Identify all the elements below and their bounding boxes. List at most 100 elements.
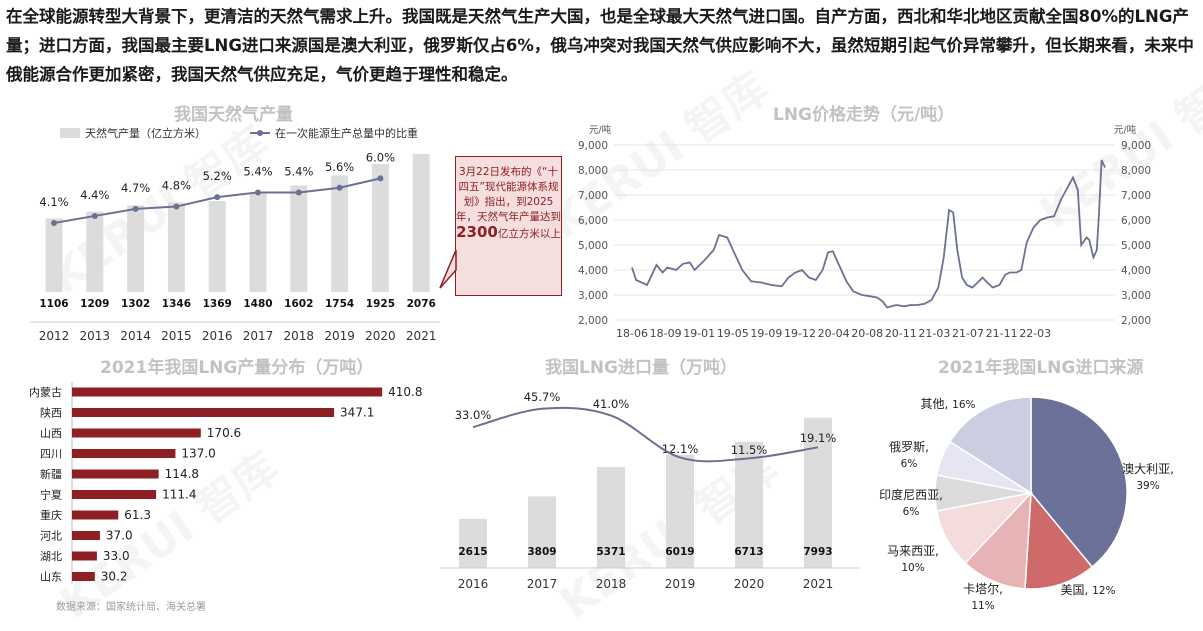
y2-tick-label: 3,000: [1121, 290, 1151, 302]
y2-tick-label: 7,000: [1121, 190, 1151, 202]
bar: [331, 175, 349, 292]
line-point: [51, 220, 57, 226]
x-tick-label: 19-01: [683, 327, 715, 340]
line-data-label: 19.1%: [800, 431, 837, 445]
callout-text-1: 3月22日发布的《“十四五”现代能源体系规划》指出，到2025年，天然气年产量达…: [456, 166, 561, 223]
bar: [597, 467, 625, 568]
line-point: [214, 194, 221, 201]
data-label: 1754: [325, 298, 354, 310]
bar: [459, 518, 487, 568]
data-label: 1346: [162, 298, 191, 310]
line-data-label: 11.5%: [731, 443, 768, 457]
data-label: 137.0: [181, 447, 215, 461]
data-label: 33.0: [103, 549, 130, 563]
x-tick-label: 2020: [734, 577, 765, 591]
y-axis-unit: 元/吨: [589, 124, 612, 136]
data-label: 410.8: [388, 385, 422, 399]
callout-pointer: [439, 249, 457, 289]
data-label: 1480: [243, 298, 272, 310]
y2-tick-label: 8,000: [1121, 165, 1151, 177]
pie-label-value: 6%: [901, 458, 918, 470]
x-tick-label: 19-12: [784, 327, 816, 340]
bar: [72, 449, 176, 458]
x-tick-label: 2012: [39, 329, 70, 343]
pie-label-value: 10%: [901, 562, 924, 574]
y-tick-label: 8,000: [578, 165, 608, 177]
data-label: 30.2: [101, 570, 128, 584]
bar: [290, 185, 308, 292]
y-tick-label: 河北: [40, 530, 62, 543]
y-tick-label: 内蒙古: [29, 385, 62, 399]
x-tick-label: 2020: [365, 329, 396, 343]
pie-label-name: 澳大利亚,: [1122, 462, 1174, 476]
data-label: 1106: [39, 298, 68, 310]
pie-label-value: 39%: [1136, 480, 1159, 492]
lng-distribution-chart: 内蒙古 410.8 陕西 347.1 山西 170.6 四川 137.0 新疆 114.8 宁夏 11…: [29, 382, 423, 584]
bar: [72, 469, 159, 479]
y2-tick-label: 6,000: [1121, 215, 1151, 227]
line-point: [255, 189, 261, 196]
x-tick-label: 18-09: [650, 327, 682, 340]
x-tick-label: 2016: [202, 329, 233, 343]
line-point: [173, 203, 180, 210]
y2-tick-label: 2,000: [1121, 315, 1151, 327]
x-tick-label: 19-05: [717, 327, 749, 340]
x-tick-label: 2021: [406, 329, 437, 343]
x-tick-label: 2017: [243, 329, 274, 343]
pie-label: 美国, 12%: [1061, 583, 1116, 597]
data-label: 111.4: [162, 488, 196, 502]
bar: [86, 211, 104, 292]
data-label: 6713: [734, 546, 763, 558]
line-data-label: 4.8%: [162, 179, 191, 193]
x-tick-label: 20-08: [851, 327, 883, 340]
y-tick-label: 宁夏: [40, 488, 62, 502]
y2-tick-label: 5,000: [1121, 240, 1151, 252]
data-label: 37.0: [106, 529, 133, 543]
pie-label-value: 12%: [1092, 585, 1115, 597]
x-tick-label: 2014: [120, 329, 151, 343]
x-tick-label: 2019: [665, 577, 696, 591]
data-label: 1209: [80, 298, 109, 310]
bar: [72, 551, 97, 561]
line-data-label: 4.1%: [39, 195, 68, 209]
legend-swatch-production: [60, 128, 80, 138]
x-tick-label: 2018: [596, 577, 627, 591]
line-point: [91, 212, 98, 219]
data-label: 1369: [203, 298, 232, 310]
bar: [528, 496, 556, 568]
data-label: 170.6: [207, 426, 241, 440]
line-data-label: 12.1%: [662, 442, 699, 456]
x-tick-label: 22-03: [1019, 327, 1051, 340]
x-tick-label: 21-03: [918, 327, 950, 340]
legend-marker-share: [257, 130, 263, 136]
lng-imports-chart: 2615 2016 3809 2017 5371 2018 6019 2019 6713 2020…: [440, 390, 860, 591]
data-label: 2615: [458, 546, 487, 558]
x-tick-label: 19-09: [750, 327, 782, 340]
line-point: [295, 189, 302, 196]
bar: [72, 572, 95, 581]
bar: [72, 408, 335, 417]
data-label: 1925: [366, 298, 395, 310]
x-tick-label: 2013: [80, 329, 111, 343]
x-tick-label: 21-11: [986, 327, 1018, 340]
y2-axis-unit: 元/吨: [1114, 124, 1137, 136]
data-label: 1302: [121, 298, 150, 310]
pie-label: 其他, 16%: [921, 397, 976, 411]
y-tick-label: 3,000: [578, 290, 608, 302]
bar: [804, 417, 832, 568]
x-tick-label: 2017: [527, 577, 558, 591]
bar: [666, 454, 694, 568]
y-tick-label: 9,000: [578, 140, 608, 152]
bar: [72, 510, 119, 520]
callout-text-2: 亿立方米以上: [497, 228, 561, 240]
line-data-label: 5.2%: [203, 169, 232, 183]
bar: [72, 490, 157, 499]
pie-label-name: 卡塔尔,: [963, 581, 1003, 596]
data-label: 7993: [803, 546, 832, 558]
y-tick-label: 新疆: [40, 467, 62, 481]
y-tick-label: 5,000: [578, 240, 608, 252]
pie-label-name: 马来西亚,: [887, 544, 939, 558]
line-data-label: 4.4%: [80, 188, 109, 202]
x-tick-label: 2015: [161, 329, 192, 343]
price-line: [631, 159, 1106, 309]
